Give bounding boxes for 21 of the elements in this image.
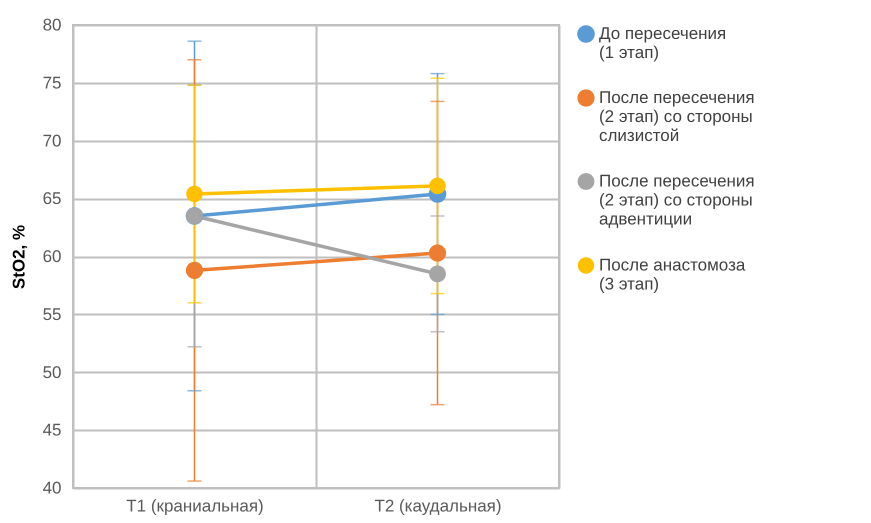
legend-label: После анастомоза (3 этап) (599, 256, 746, 294)
point (428, 244, 446, 262)
y-tick-label: 55 (42, 304, 62, 324)
point (186, 186, 203, 202)
legend-label: После пересечения (2 этап) со стороны слизистой (599, 88, 755, 145)
y-axis-title: StO2, % (10, 224, 29, 290)
legend-label: До пересечения (1 этап) (599, 24, 726, 62)
point (429, 265, 446, 282)
y-tick-label: 40 (42, 478, 62, 498)
point (186, 262, 204, 279)
y-tick-label: 70 (42, 131, 62, 150)
point (429, 178, 446, 194)
y-tick-label: 45 (42, 420, 62, 440)
y-tick-label: 75 (42, 73, 62, 92)
x-tick-label: T1 (краниальная) (126, 496, 264, 516)
y-tick-label: 65 (42, 189, 62, 208)
legend-label: После пересечения (2 этап) со стороны адвентиции (599, 172, 755, 228)
y-tick-label: 50 (42, 362, 62, 382)
x-tick-label: T2 (каудальная) (374, 496, 502, 516)
y-tick-label: 80 (42, 16, 62, 34)
y-tick-label: 60 (42, 247, 62, 266)
